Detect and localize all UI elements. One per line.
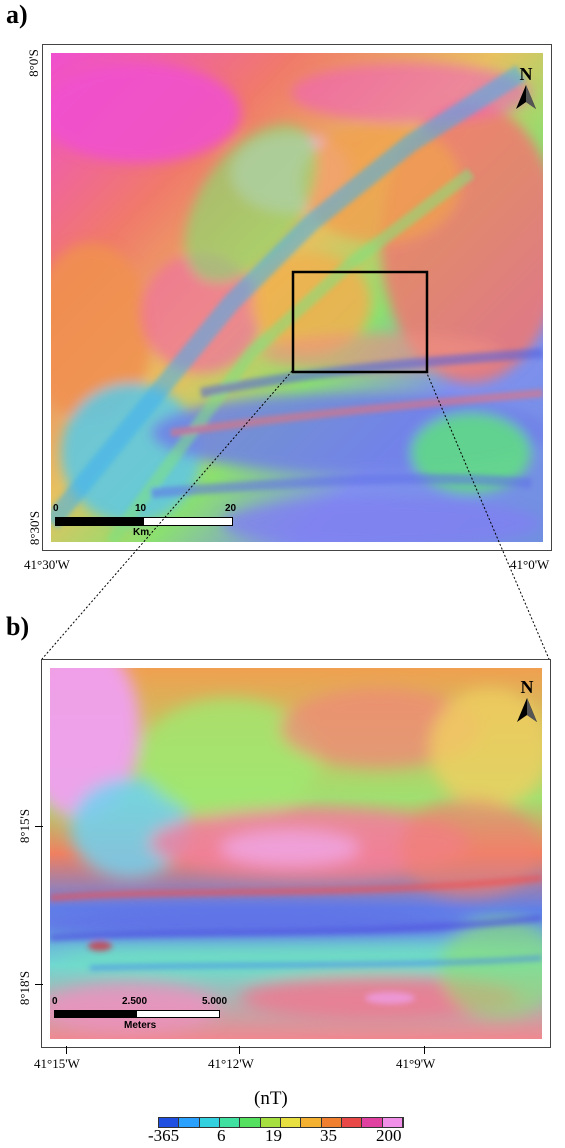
inset-extent-box bbox=[291, 270, 429, 374]
scale-unit: Meters bbox=[124, 1020, 157, 1031]
scale-tick-0: 0 bbox=[53, 503, 59, 514]
color-scale-bar bbox=[158, 1117, 404, 1128]
panel-b-north-arrow: N bbox=[514, 678, 540, 730]
scale-tick-1: 10 bbox=[135, 503, 147, 514]
legend-swatch bbox=[280, 1118, 302, 1127]
panel-a-map-frame: N 0 10 20 Km bbox=[42, 44, 552, 551]
panel-a-anomaly-raster bbox=[51, 53, 543, 542]
scale-bar-filled bbox=[54, 1010, 138, 1018]
scale-unit: Km bbox=[133, 527, 150, 538]
panel-b-lon-tick-2 bbox=[239, 1046, 240, 1054]
legend-swatch bbox=[179, 1118, 200, 1127]
panel-b-north-label: N bbox=[520, 677, 534, 697]
panel-b-lon-3: 41°9'W bbox=[396, 1056, 436, 1071]
panel-a-lon-left: 41°30'W bbox=[24, 557, 70, 572]
panel-b-lat-tick-1 bbox=[35, 826, 43, 827]
legend-swatch bbox=[219, 1118, 241, 1127]
north-arrow-icon bbox=[516, 85, 536, 109]
scale-bar-empty bbox=[143, 517, 233, 526]
panel-b-map-frame: N 0 2.500 5.000 Meters bbox=[41, 659, 551, 1048]
scale-tick-1: 2.500 bbox=[122, 996, 148, 1007]
panel-a-label: a) bbox=[6, 0, 28, 29]
panel-b-lat-2: 8°18'S bbox=[17, 970, 32, 1006]
legend-swatch bbox=[382, 1118, 403, 1127]
scale-tick-0: 0 bbox=[52, 996, 58, 1007]
legend-swatch bbox=[260, 1118, 281, 1127]
legend-swatch bbox=[362, 1118, 383, 1127]
legend-value-4: 35 bbox=[320, 1126, 337, 1145]
legend-value-3: 19 bbox=[265, 1126, 282, 1145]
legend-swatch bbox=[240, 1118, 261, 1127]
inset-connector-lines bbox=[41, 370, 550, 660]
legend-value-2: 6 bbox=[217, 1126, 226, 1145]
legend-swatch bbox=[321, 1118, 342, 1127]
panel-b-scale-bar: 0 2.500 5.000 Meters bbox=[52, 996, 242, 1038]
panel-b-label: b) bbox=[6, 612, 30, 641]
scale-tick-2: 20 bbox=[225, 503, 237, 514]
legend-swatch bbox=[199, 1118, 220, 1127]
legend-unit: (nT) bbox=[254, 1088, 288, 1109]
panel-b-lon-1: 41°15'W bbox=[34, 1056, 80, 1071]
panel-b-lon-2: 41°12'W bbox=[208, 1056, 254, 1071]
panel-b-lat-1: 8°15'S bbox=[17, 808, 32, 844]
panel-b-magnetic-map bbox=[50, 668, 542, 1039]
legend-value-max: 200 bbox=[376, 1126, 402, 1145]
legend-swatch bbox=[301, 1118, 322, 1127]
legend-swatch bbox=[159, 1118, 180, 1127]
panel-a-lon-right: 41°0'W bbox=[510, 557, 550, 572]
panel-b-lon-tick-3 bbox=[424, 1046, 425, 1054]
panel-a-scale-bar: 0 10 20 Km bbox=[53, 503, 243, 545]
legend-value-min: -365 bbox=[148, 1126, 180, 1145]
panel-a-magnetic-map bbox=[51, 53, 543, 542]
north-arrow-icon bbox=[517, 698, 537, 722]
panel-b-lat-tick-2 bbox=[35, 984, 43, 985]
panel-a-north-arrow: N bbox=[513, 65, 539, 117]
panel-b-anomaly-raster bbox=[50, 668, 542, 1039]
panel-b-lon-tick-1 bbox=[66, 1046, 67, 1054]
scale-tick-2: 5.000 bbox=[202, 996, 228, 1007]
panel-a-north-label: N bbox=[519, 64, 533, 84]
legend-swatch bbox=[341, 1118, 363, 1127]
scale-bar-empty bbox=[136, 1010, 220, 1018]
